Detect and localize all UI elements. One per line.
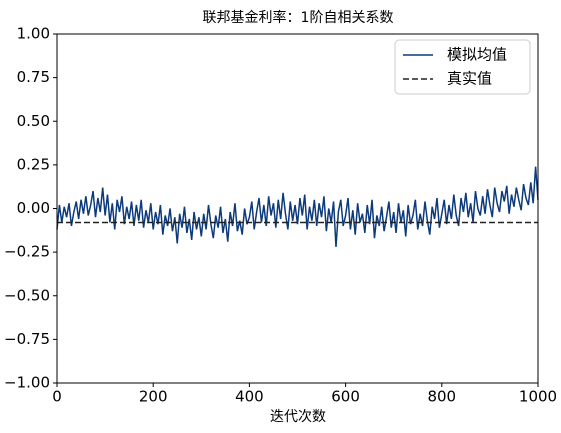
legend-box — [394, 39, 531, 95]
x-tick-label: 200 — [139, 388, 168, 406]
x-tick-label: 600 — [331, 388, 360, 406]
x-tick-label: 0 — [52, 388, 62, 406]
legend-label: 模拟均值 — [447, 46, 507, 64]
x-tick-label: 1000 — [519, 388, 557, 406]
y-tick-label: −1.00 — [4, 374, 50, 392]
y-tick-label: 1.00 — [17, 25, 50, 43]
legend-label: 真实值 — [447, 70, 492, 88]
x-tick-label: 800 — [427, 388, 456, 406]
x-axis-label: 迭代次数 — [270, 409, 326, 425]
y-tick-label: −0.50 — [4, 286, 50, 304]
y-tick-label: 0.25 — [17, 155, 50, 173]
x-tick-label: 400 — [235, 388, 264, 406]
y-tick-label: 0.75 — [17, 68, 50, 86]
y-tick-label: 0.50 — [17, 112, 50, 130]
chart-title: 联邦基金利率：1阶自相关系数 — [203, 9, 394, 26]
y-tick-label: −0.75 — [4, 330, 50, 348]
plot-frame — [56, 33, 539, 384]
y-tick-label: 0.00 — [17, 199, 50, 217]
data-line — [56, 166, 539, 247]
y-tick-label: −0.25 — [4, 243, 50, 261]
